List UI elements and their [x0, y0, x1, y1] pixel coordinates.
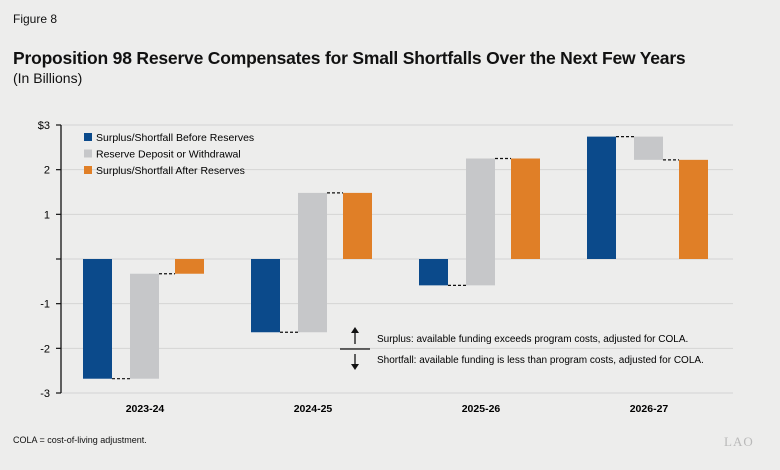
x-tick-label: 2023-24 — [126, 403, 165, 415]
x-tick-label: 2024-25 — [294, 403, 333, 415]
y-tick-label: -2 — [40, 343, 50, 355]
bar-2023-24-2 — [130, 273, 159, 379]
legend-swatch — [84, 166, 92, 174]
legend-swatch — [84, 133, 92, 141]
x-tick-label: 2025-26 — [462, 403, 501, 415]
y-tick-label: -3 — [40, 388, 50, 400]
footnote: COLA = cost-of-living adjustment. — [13, 435, 147, 445]
annotation-surplus: Surplus: available funding exceeds progr… — [377, 334, 688, 345]
bar-2026-27-2 — [634, 136, 663, 160]
figure-label: Figure 8 — [13, 12, 58, 26]
annotation: Surplus: available funding exceeds progr… — [340, 327, 704, 370]
legend-label: Surplus/Shortfall Before Reserves — [96, 132, 254, 144]
bar-2026-27-3 — [679, 159, 708, 259]
legend-label: Surplus/Shortfall After Reserves — [96, 165, 245, 177]
arrow-up-icon — [351, 327, 359, 344]
annotation-shortfall: Shortfall: available funding is less tha… — [377, 355, 704, 366]
arrow-down-icon — [351, 354, 359, 370]
bar-2024-25-1 — [251, 259, 280, 333]
y-tick-label: -1 — [40, 299, 50, 311]
chart-subtitle: (In Billions) — [13, 70, 83, 86]
y-tick-label: $3 — [38, 120, 50, 132]
y-tick-label: 2 — [44, 165, 50, 177]
bar-2023-24-3 — [175, 259, 204, 274]
bar-2024-25-3 — [343, 192, 372, 259]
y-tick-label: 1 — [44, 209, 50, 221]
legend-label: Reserve Deposit or Withdrawal — [96, 149, 241, 161]
bar-2025-26-2 — [466, 158, 495, 286]
bar-2024-25-2 — [298, 192, 327, 333]
chart-title: Proposition 98 Reserve Compensates for S… — [13, 48, 686, 68]
x-tick-label: 2026-27 — [630, 403, 669, 415]
bar-2025-26-3 — [511, 158, 540, 259]
legend-swatch — [84, 149, 92, 158]
bar-2025-26-1 — [419, 259, 448, 286]
lao-logo: LAO — [724, 434, 754, 449]
bar-2023-24-1 — [83, 259, 112, 379]
bar-2026-27-1 — [587, 136, 616, 259]
